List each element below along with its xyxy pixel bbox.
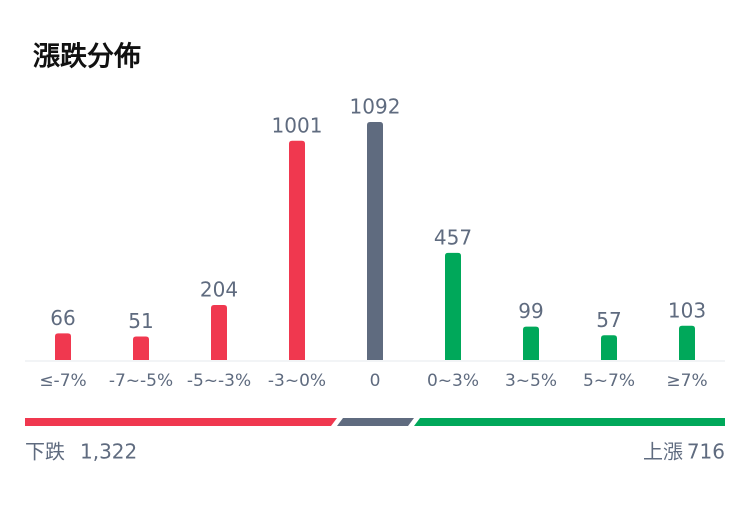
value-label: 66 [50, 306, 75, 330]
bar [601, 335, 617, 360]
x-tick-label: -7~-5% [109, 371, 173, 391]
down-bar [25, 418, 337, 426]
value-label: 51 [128, 309, 153, 333]
x-tick-label: ≤-7% [39, 371, 86, 391]
up-label: 上漲 [643, 440, 683, 464]
bar [55, 333, 71, 360]
bar [445, 252, 461, 360]
x-tick-label: 0 [370, 371, 381, 391]
flat-bar [337, 418, 414, 426]
x-tick-label: -5~-3% [187, 371, 251, 391]
x-tick-label: 0~3% [427, 371, 479, 391]
x-tick-label: -3~0% [268, 371, 326, 391]
bar [367, 122, 383, 360]
x-tick-label: 5~7% [583, 371, 635, 391]
value-label: 457 [434, 225, 472, 249]
up-value: 716 [687, 440, 725, 464]
value-label: 1001 [272, 113, 323, 137]
bar [679, 325, 695, 360]
bar [133, 336, 149, 360]
chart-title: 漲跌分佈 [33, 41, 141, 73]
x-tick-label: ≥7% [666, 371, 707, 391]
x-tick-label: 3~5% [505, 371, 557, 391]
up-bar [414, 418, 725, 426]
down-value: 1,322 [80, 440, 137, 464]
bar [211, 304, 227, 360]
value-label: 204 [200, 277, 238, 301]
value-label: 1092 [350, 95, 401, 119]
value-label: 103 [668, 298, 706, 322]
down-label: 下跌 [25, 440, 65, 464]
value-label: 57 [596, 308, 621, 332]
bar [523, 326, 539, 360]
value-label: 99 [518, 299, 543, 323]
bar [289, 140, 305, 360]
